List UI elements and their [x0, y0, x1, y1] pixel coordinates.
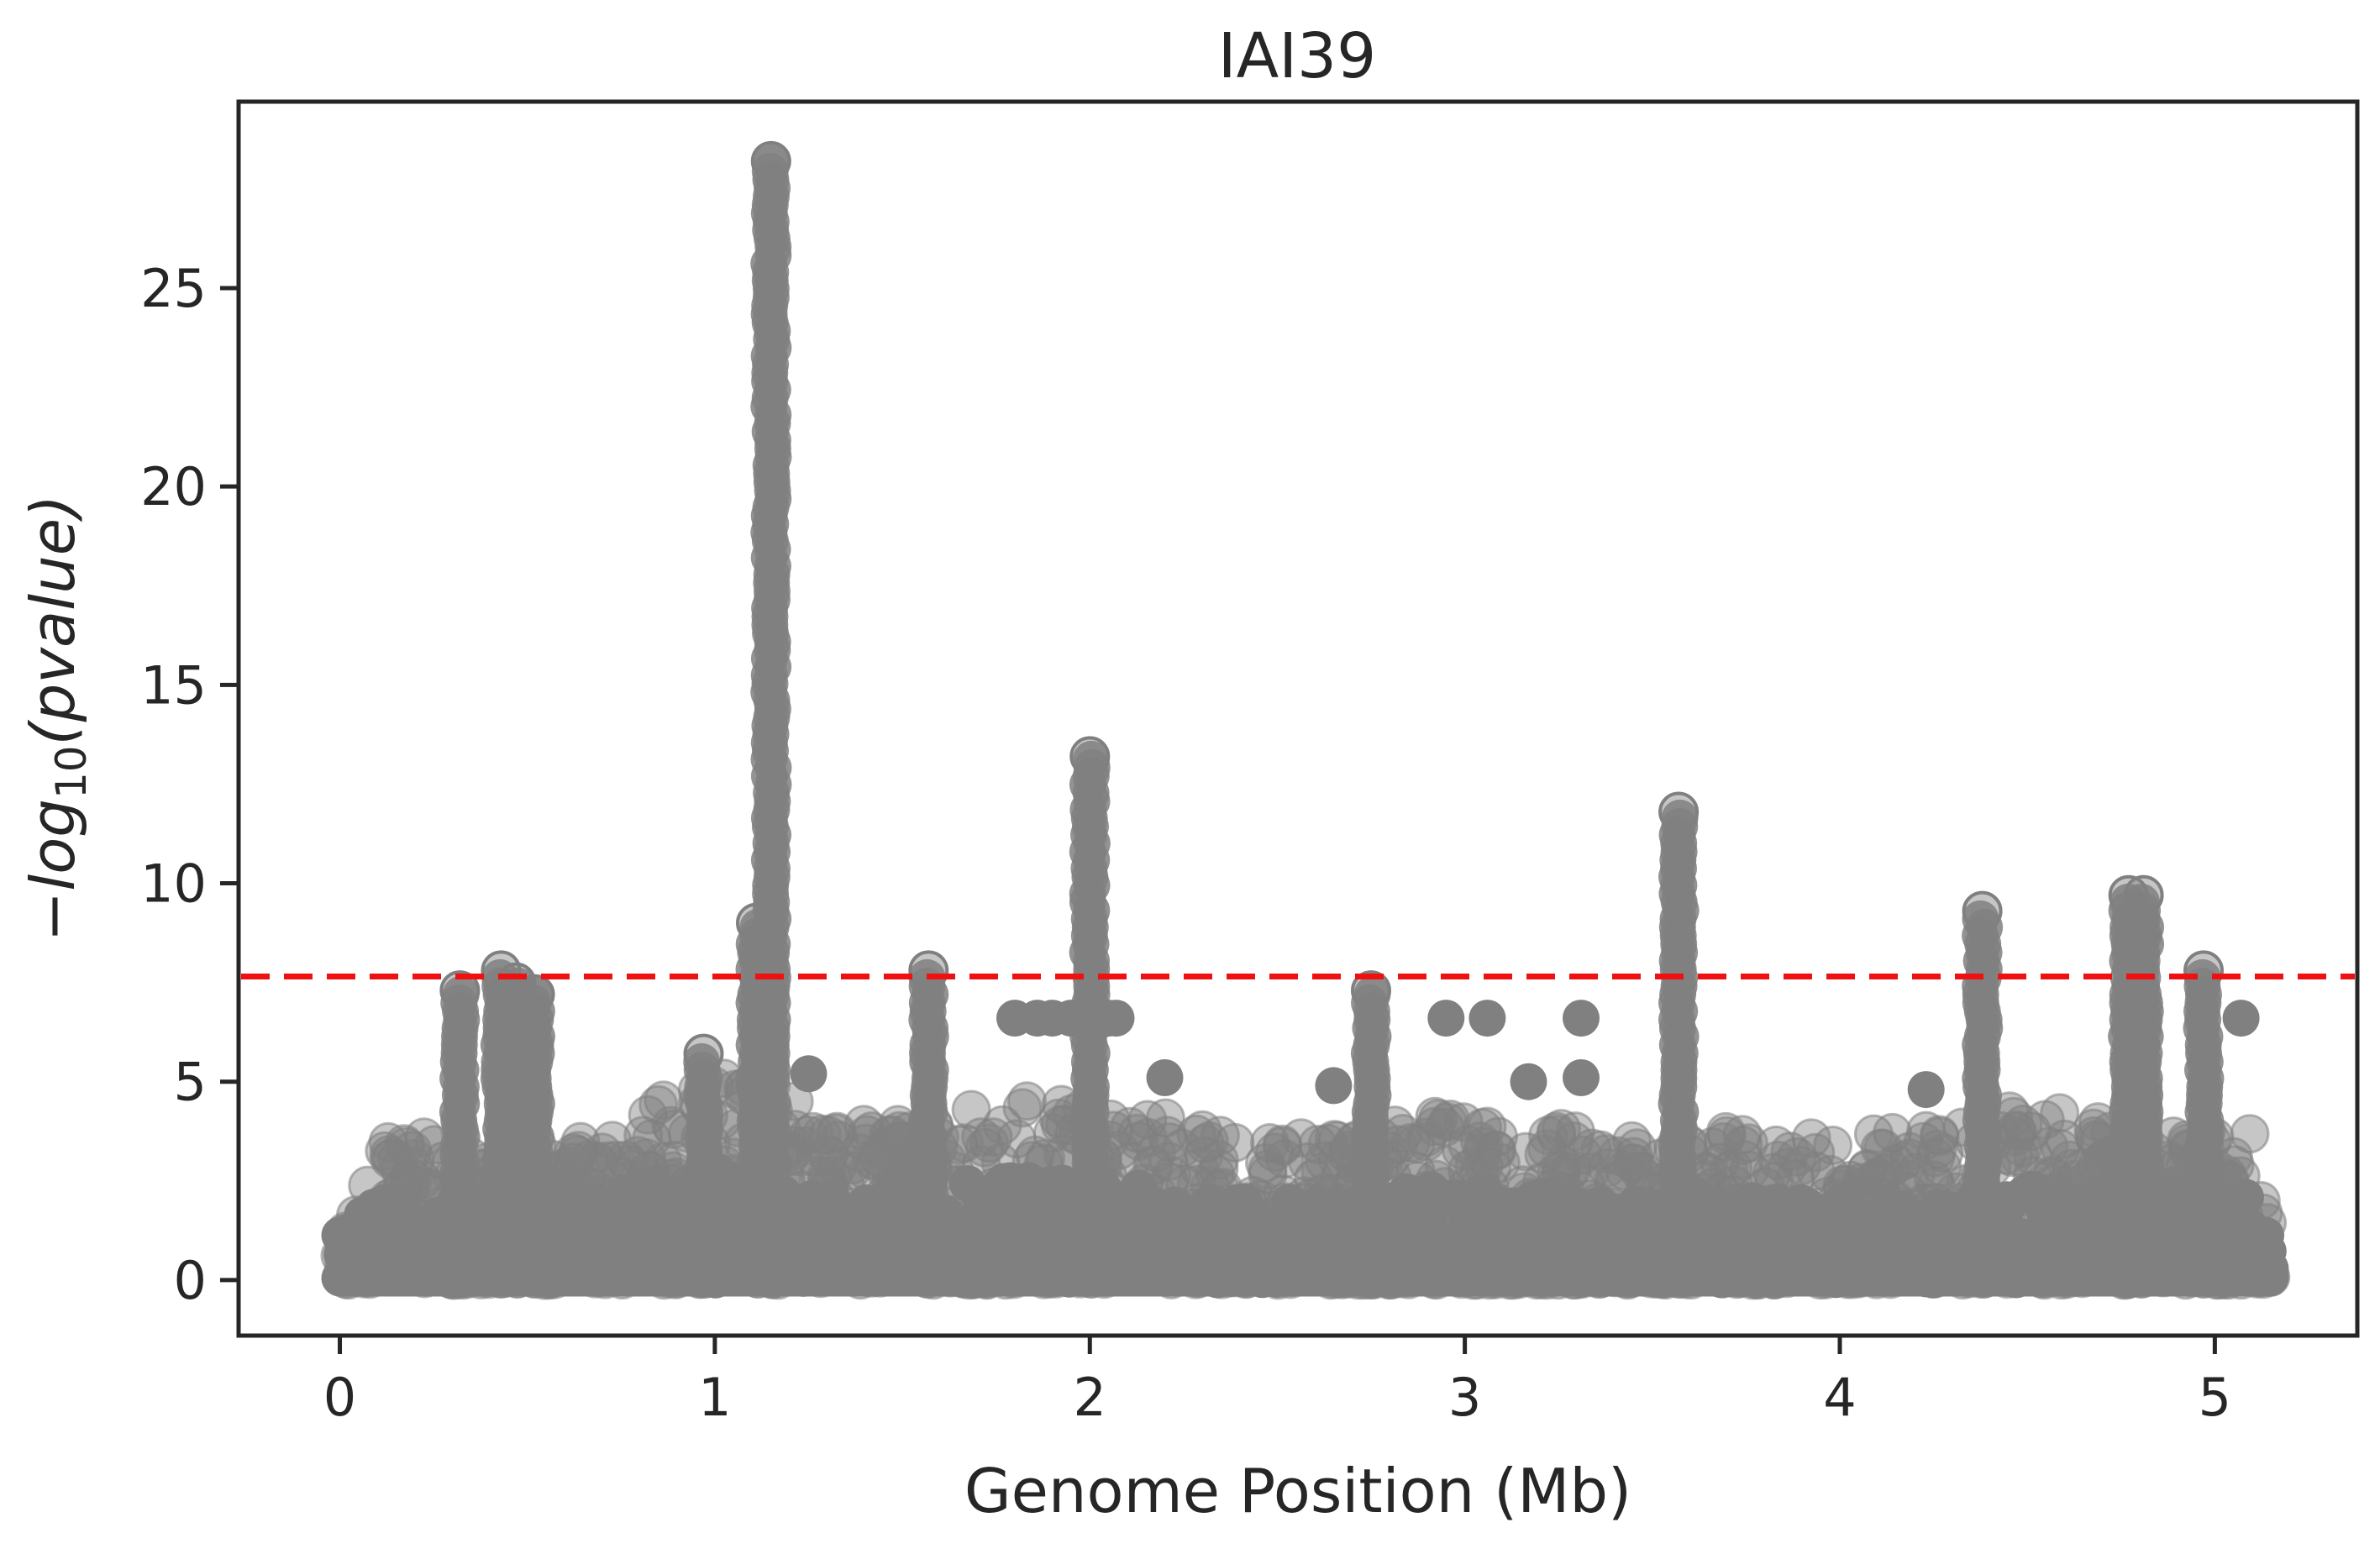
snp-point	[1418, 1099, 1458, 1139]
snp-point	[801, 1114, 842, 1154]
snp-point	[808, 1136, 848, 1176]
snp-point	[553, 1142, 593, 1183]
snp-peak-top	[2183, 950, 2224, 991]
snp-point	[394, 1147, 433, 1187]
x-tick-label: 0	[323, 1367, 356, 1428]
y-axis-title-main: log	[18, 799, 88, 891]
snp-isolated-point	[1097, 1000, 1135, 1037]
y-axis-title-suffix: (pvalue)	[18, 495, 88, 746]
snp-point	[2003, 1105, 2043, 1144]
snp-point	[1002, 1088, 1043, 1128]
snp-isolated-point	[1315, 1067, 1353, 1105]
y-axis-title-prefix: −	[18, 891, 88, 942]
snp-point	[1706, 1116, 1747, 1156]
snp-point	[371, 1137, 412, 1178]
snp-point	[2251, 1259, 2289, 1297]
x-tick-label: 1	[698, 1367, 731, 1428]
x-tick-label: 4	[1823, 1367, 1856, 1428]
y-tick-label: 20	[140, 456, 207, 517]
x-tick-label: 5	[2199, 1367, 2231, 1428]
snp-point	[392, 1131, 433, 1171]
snp-point	[1467, 1106, 1507, 1147]
snp-point	[1145, 1098, 1185, 1138]
snp-peak-top	[750, 140, 791, 181]
snp-point	[1873, 1112, 1913, 1152]
snp-point	[1441, 1130, 1481, 1170]
chart-title: IAI39	[1218, 20, 1376, 92]
snp-point	[368, 1121, 408, 1162]
snp-peak-top	[514, 974, 555, 1015]
y-tick-label: 0	[174, 1250, 207, 1311]
snp-point	[1580, 1130, 1621, 1170]
snp-peak-top	[683, 1033, 724, 1074]
x-tick-label: 2	[1074, 1367, 1106, 1428]
snp-point	[1415, 1096, 1455, 1137]
snp-isolated-point	[790, 1055, 827, 1093]
snp-point	[1896, 1152, 1936, 1193]
snp-point	[1149, 1122, 1190, 1163]
snp-isolated-point	[1427, 1000, 1465, 1037]
snp-point	[1999, 1137, 2039, 1177]
snp-peak-top	[1962, 890, 2003, 932]
y-tick-label: 25	[140, 258, 207, 319]
snp-peak-top	[1069, 736, 1111, 777]
x-tick-label: 3	[1448, 1367, 1481, 1428]
snp-isolated-point	[1563, 1059, 1600, 1096]
snp-isolated-point	[1510, 1063, 1547, 1100]
snp-point	[1475, 1130, 1516, 1170]
snp-isolated-point	[1468, 1000, 1506, 1037]
snp-point	[1250, 1123, 1290, 1163]
snp-isolated-point	[2222, 1000, 2260, 1037]
snp-isolated-point	[1563, 1000, 1600, 1037]
x-axis-title: Genome Position (Mb)	[964, 1456, 1631, 1526]
snp-point	[1136, 1132, 1176, 1173]
snp-point	[1777, 1137, 1817, 1177]
snp-isolated-point	[1052, 1000, 1090, 1037]
snp-isolated-point	[1907, 1071, 1945, 1109]
snp-isolated-point	[1146, 1059, 1184, 1096]
snp-peak-top	[1658, 791, 1700, 832]
snp-point	[1623, 1152, 1663, 1192]
snp-point	[855, 1141, 896, 1181]
snp-peak-top	[908, 950, 949, 991]
data-points	[320, 140, 2291, 1300]
y-axis-title: −log10(pvalue)	[18, 495, 96, 942]
y-tick-label: 10	[140, 853, 207, 915]
snp-point	[973, 1117, 1013, 1158]
snp-peak-top	[2123, 874, 2164, 916]
snp-point	[1248, 1155, 1288, 1194]
snp-point	[1007, 1081, 1047, 1121]
y-axis-title-subscript: 10	[47, 745, 96, 799]
snp-point	[628, 1095, 668, 1135]
y-tick-label: 5	[174, 1052, 207, 1113]
y-tick-label: 15	[140, 654, 207, 716]
snp-point	[1185, 1124, 1225, 1164]
